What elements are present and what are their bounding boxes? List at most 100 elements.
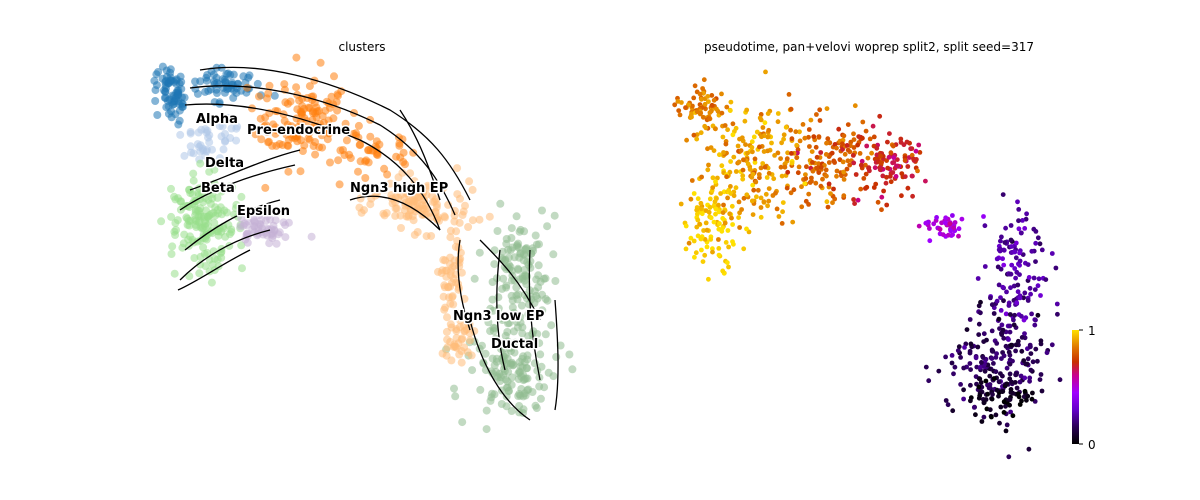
pseudotime-point xyxy=(1033,240,1039,246)
cell-point xyxy=(215,154,224,163)
cell-point xyxy=(452,326,461,335)
pseudotime-point xyxy=(741,195,747,201)
pseudotime-point xyxy=(711,97,717,103)
pseudotime-point xyxy=(958,355,963,360)
pseudotime-point xyxy=(1029,311,1034,317)
cell-point xyxy=(311,150,320,159)
cell-point xyxy=(440,305,449,314)
cell-point xyxy=(543,222,552,231)
pseudotime-point xyxy=(909,173,915,179)
pseudotime-point xyxy=(878,153,883,159)
cell-point xyxy=(223,113,232,122)
cell-point xyxy=(541,295,550,303)
cell-point xyxy=(294,122,303,131)
pseudotime-point xyxy=(758,205,764,210)
pseudotime-point xyxy=(708,145,714,151)
pseudotime-point xyxy=(716,252,722,258)
pseudotime-point xyxy=(763,69,768,75)
pseudotime-point xyxy=(964,327,970,332)
pseudotime-point xyxy=(1006,303,1012,308)
cell-point xyxy=(238,264,246,273)
pseudotime-point xyxy=(968,341,974,347)
cell-point xyxy=(512,283,521,292)
pseudotime-point xyxy=(1014,300,1020,306)
pseudotime-point xyxy=(788,190,794,196)
pseudotime-point xyxy=(701,77,707,83)
pseudotime-point xyxy=(708,237,714,242)
pseudotime-point xyxy=(693,250,699,256)
pseudotime-point xyxy=(840,141,845,147)
cell-point xyxy=(176,130,185,139)
pseudotime-point xyxy=(945,402,951,408)
pseudotime-point xyxy=(985,391,990,397)
cluster-label: Pre-endocrine xyxy=(247,123,350,138)
pseudotime-point xyxy=(855,197,861,203)
pseudotime-point xyxy=(698,200,704,206)
pseudotime-point xyxy=(773,190,778,196)
pseudotime-point xyxy=(1036,276,1042,282)
streamline xyxy=(479,239,541,321)
pseudotime-point xyxy=(686,240,692,246)
pseudotime-point xyxy=(747,167,753,172)
cell-point xyxy=(470,274,479,283)
pseudotime-point xyxy=(872,165,878,171)
cell-point xyxy=(195,269,204,278)
pseudotime-point xyxy=(857,151,863,156)
cell-point xyxy=(540,274,548,283)
pseudotime-point xyxy=(836,126,842,132)
pseudotime-point xyxy=(760,161,766,166)
cell-point xyxy=(391,211,400,220)
cell-point xyxy=(513,295,522,304)
pseudotime-point xyxy=(885,165,891,171)
cell-point xyxy=(501,255,510,264)
pseudotime-point xyxy=(692,83,698,89)
cell-point xyxy=(383,170,392,179)
cell-point xyxy=(395,141,404,150)
cell-point xyxy=(167,184,175,193)
cell-point xyxy=(157,217,166,226)
pseudotime-point xyxy=(1028,344,1033,350)
pseudotime-point xyxy=(730,222,735,227)
pseudotime-point xyxy=(1015,289,1021,295)
pseudotime-point xyxy=(716,246,722,251)
cell-point xyxy=(488,278,497,286)
pseudotime-point xyxy=(733,185,739,191)
pseudotime-point xyxy=(1026,275,1032,280)
pseudotime-point xyxy=(710,185,716,191)
streamline xyxy=(457,239,471,331)
pseudotime-point xyxy=(1019,398,1024,404)
pseudotime-point xyxy=(694,109,700,115)
pseudotime-point xyxy=(699,96,704,102)
pseudotime-point xyxy=(817,107,823,113)
pseudotime-point xyxy=(700,114,706,120)
pseudotime-point xyxy=(1010,413,1016,419)
pseudotime-point xyxy=(1022,290,1028,296)
pseudotime-point xyxy=(781,136,786,142)
streamline xyxy=(496,249,506,371)
pseudotime-point xyxy=(779,140,784,146)
pseudotime-point xyxy=(858,162,864,168)
cell-point xyxy=(307,232,316,241)
pseudotime-point xyxy=(844,143,850,148)
cell-point xyxy=(432,203,441,212)
pseudotime-point xyxy=(851,160,857,166)
pseudotime-point xyxy=(1033,259,1038,264)
pseudotime-point xyxy=(823,167,829,173)
pseudotime-point xyxy=(879,194,885,200)
pseudotime-point xyxy=(709,93,715,98)
pseudotime-point xyxy=(775,111,781,116)
cell-point xyxy=(220,206,229,215)
cell-point xyxy=(163,96,172,105)
pseudotime-point xyxy=(1016,226,1022,232)
pseudotime-point xyxy=(705,167,711,173)
pseudotime-point xyxy=(808,117,814,123)
pseudotime-point xyxy=(905,185,911,191)
pseudotime-point xyxy=(1026,446,1032,452)
cell-point xyxy=(526,257,535,266)
pseudotime-point xyxy=(899,193,904,199)
pseudotime-point xyxy=(814,112,819,117)
cell-point xyxy=(502,235,511,243)
cell-point xyxy=(446,299,455,308)
cell-point xyxy=(196,147,205,156)
pseudotime-points xyxy=(672,69,1063,460)
